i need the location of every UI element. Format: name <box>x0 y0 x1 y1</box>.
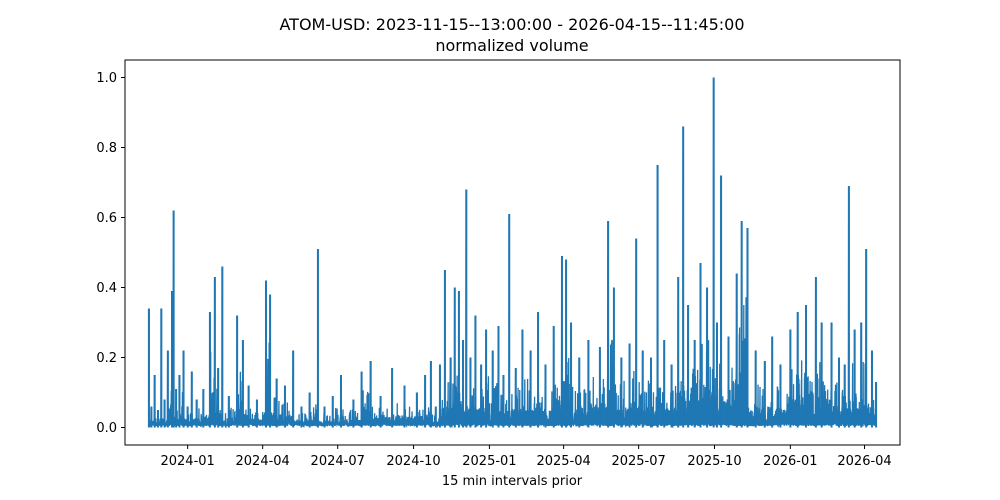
x-tick-label: 2024-10 <box>386 454 440 469</box>
plot-area <box>147 77 878 429</box>
x-tick-label: 2025-01 <box>462 454 516 469</box>
y-tick-label: 0.0 <box>96 421 117 436</box>
y-tick-label: 0.2 <box>96 351 117 366</box>
y-tick-label: 0.6 <box>96 211 117 226</box>
chart-subtitle: normalized volume <box>435 36 588 55</box>
x-tick-label: 2026-01 <box>763 454 817 469</box>
x-tick-label: 2024-07 <box>311 454 365 469</box>
x-tick-label: 2026-04 <box>837 454 891 469</box>
x-tick-label: 2024-01 <box>160 454 214 469</box>
y-tick-label: 0.8 <box>96 141 117 156</box>
y-tick-label: 0.4 <box>96 281 117 296</box>
x-tick-label: 2025-07 <box>611 454 665 469</box>
x-axis-label: 15 min intervals prior <box>442 474 583 489</box>
x-axis: 2024-01 2024-04 2024-07 2024-10 2025-01 2025-… <box>160 445 892 469</box>
x-tick-label: 2024-04 <box>236 454 290 469</box>
plot-frame <box>124 59 901 446</box>
x-tick-label: 2025-10 <box>687 454 741 469</box>
x-tick-label: 2025-04 <box>536 454 590 469</box>
y-axis: 0.0 0.2 0.4 0.6 0.8 1.0 <box>96 71 125 436</box>
chart-title: ATOM-USD: 2023-11-15--13:00:00 - 2026-04… <box>279 15 744 34</box>
y-tick-label: 1.0 <box>96 71 117 86</box>
